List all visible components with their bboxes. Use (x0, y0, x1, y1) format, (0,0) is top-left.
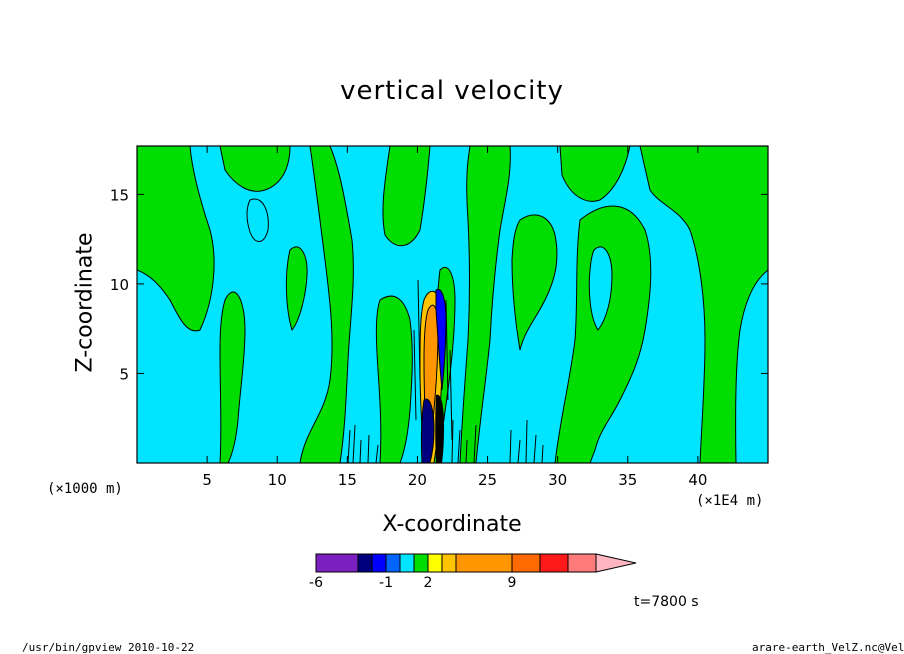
y-tick-label: 15 (110, 186, 129, 204)
colorbar-label: -1 (379, 575, 393, 591)
colorbar-swatch (357, 553, 373, 573)
footer-right: arare-earth_VelZ.nc@VelZ (752, 641, 904, 654)
colorbar: -6 -1 2 9 (309, 553, 637, 591)
x-tick-label: 15 (338, 471, 357, 489)
y-tick-label: 5 (119, 365, 129, 383)
x-unit-left: (×1000 m) (47, 481, 123, 497)
x-axis-label: X-coordinate (382, 512, 522, 537)
y-tick-label: 10 (110, 276, 129, 294)
y-axis-ticks: 5 10 15 (110, 186, 768, 383)
y-axis-label: Z-coordinate (72, 232, 98, 373)
x-tick-label: 30 (548, 471, 567, 489)
x-tick-label: 40 (688, 471, 707, 489)
updraft-core (419, 288, 447, 463)
plot-frame (136, 145, 769, 464)
colorbar-swatch (511, 553, 541, 573)
x-tick-label: 35 (618, 471, 637, 489)
colorbar-swatch (371, 553, 387, 573)
footer-left: /usr/bin/gpview 2010-10-22 (22, 641, 195, 654)
x-unit-right: (×1E4 m) (696, 493, 764, 509)
chart-title: vertical velocity (340, 76, 564, 106)
x-tick-label: 20 (408, 471, 427, 489)
x-tick-label: 10 (268, 471, 287, 489)
time-annotation: t=7800 s (634, 594, 699, 610)
negative-pockets (246, 198, 613, 331)
positive-regions (137, 146, 768, 463)
colorbar-arrow (595, 553, 637, 573)
colorbar-swatch (455, 553, 513, 573)
colorbar-swatch (385, 553, 401, 573)
x-axis-ticks: 5 10 15 20 25 30 35 40 (202, 146, 707, 489)
colorbar-swatch (441, 553, 457, 573)
plot-field (137, 146, 768, 463)
colorbar-label: -6 (309, 575, 323, 591)
colorbar-swatch (427, 553, 443, 573)
colorbar-label: 9 (508, 575, 517, 591)
colorbar-swatch (539, 553, 569, 573)
colorbar-swatch (413, 553, 429, 573)
colorbar-label: 2 (424, 575, 433, 591)
colorbar-swatch (315, 553, 359, 573)
x-tick-label: 25 (478, 471, 497, 489)
surface-striations (347, 279, 544, 463)
x-tick-label: 5 (202, 471, 212, 489)
colorbar-swatch (567, 553, 597, 573)
colorbar-swatch (399, 553, 415, 573)
